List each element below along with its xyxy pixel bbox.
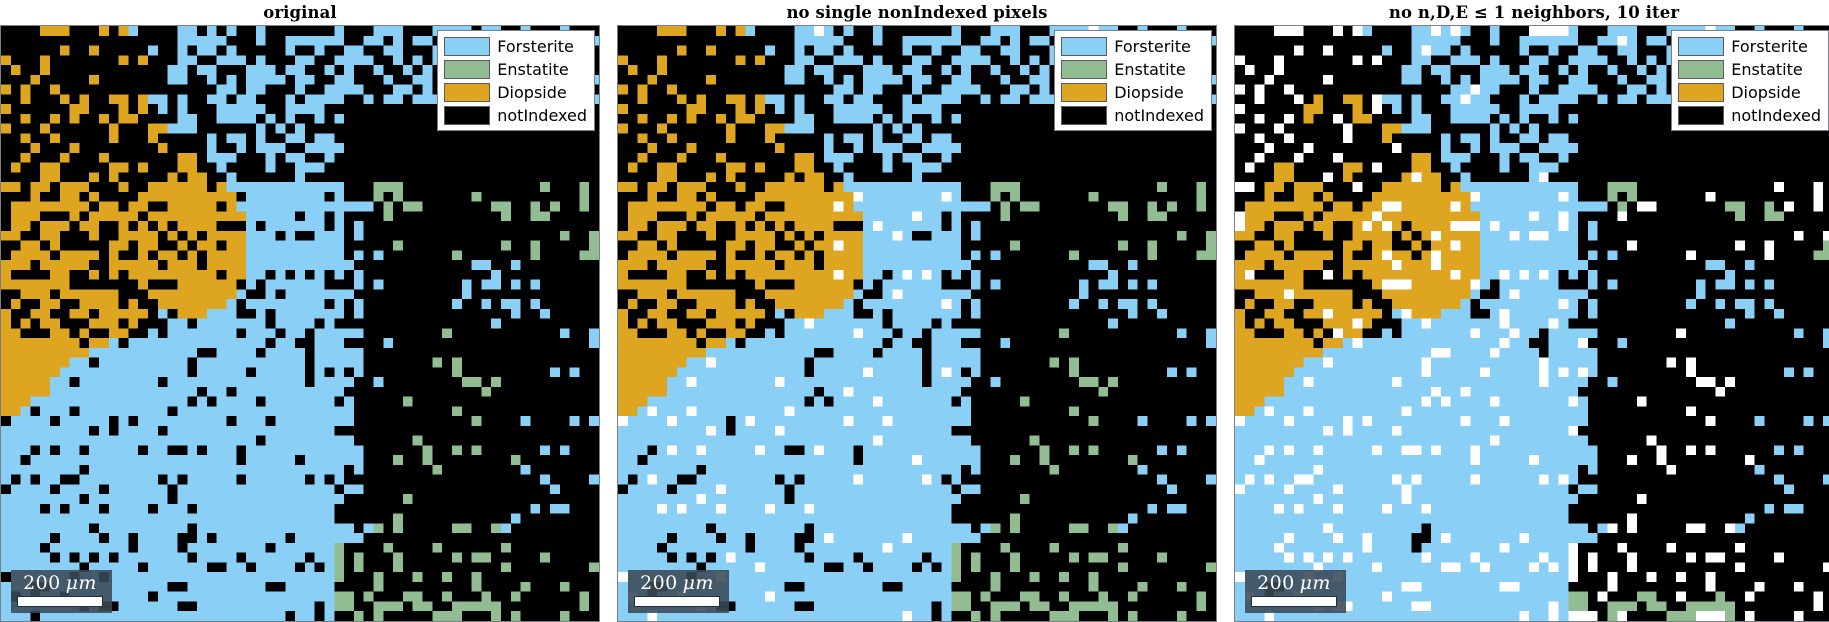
scalebar-unit-2: μm <box>682 572 714 594</box>
phase-map-original[interactable]: Forsterite Enstatite Diopside notIndexed… <box>0 25 600 622</box>
scalebar-panel-2: 200 μm <box>628 570 729 613</box>
legend-panel-3: Forsterite Enstatite Diopside notIndexed <box>1671 30 1829 131</box>
legend-item-forsterite: Forsterite <box>1061 36 1204 56</box>
legend-swatch-enstatite <box>1678 59 1725 79</box>
legend-label-forsterite: Forsterite <box>1731 36 1808 56</box>
scalebar-value-3: 200 <box>1257 572 1295 594</box>
legend-item-forsterite: Forsterite <box>1678 36 1821 56</box>
legend-item-notindexed: notIndexed <box>444 105 587 125</box>
legend-swatch-notindexed <box>444 105 491 125</box>
scalebar-unit-1: μm <box>65 572 97 594</box>
legend-swatch-enstatite <box>1061 59 1108 79</box>
phase-map-no-single-nonindexed[interactable]: Forsterite Enstatite Diopside notIndexed… <box>617 25 1217 622</box>
scalebar-bar-1 <box>17 596 103 607</box>
legend-swatch-forsterite <box>444 36 491 56</box>
legend-item-enstatite: Enstatite <box>444 59 587 79</box>
legend-item-enstatite: Enstatite <box>1678 59 1821 79</box>
legend-label-enstatite: Enstatite <box>1731 59 1803 79</box>
legend-item-forsterite: Forsterite <box>444 36 587 56</box>
scalebar-bar-2 <box>634 596 720 607</box>
legend-item-diopside: Diopside <box>1678 82 1821 102</box>
scalebar-panel-1: 200 μm <box>11 570 112 613</box>
legend-label-diopside: Diopside <box>497 82 567 102</box>
panel-no-neighbors-10-iter: no n,D,E ≤ 1 neighbors, 10 iter Forsteri… <box>1234 0 1829 622</box>
legend-label-forsterite: Forsterite <box>497 36 574 56</box>
legend-panel-1: Forsterite Enstatite Diopside notIndexed <box>437 30 595 131</box>
legend-item-diopside: Diopside <box>1061 82 1204 102</box>
legend-swatch-diopside <box>444 82 491 102</box>
scalebar-label-1: 200 μm <box>23 573 97 593</box>
scalebar-panel-3: 200 μm <box>1245 570 1346 613</box>
legend-item-notindexed: notIndexed <box>1061 105 1204 125</box>
legend-item-enstatite: Enstatite <box>1061 59 1204 79</box>
legend-swatch-forsterite <box>1061 36 1108 56</box>
legend-swatch-forsterite <box>1678 36 1725 56</box>
legend-swatch-notindexed <box>1678 105 1725 125</box>
panel-no-single-nonindexed: no single nonIndexed pixels Forsterite E… <box>617 0 1217 622</box>
legend-label-notindexed: notIndexed <box>497 105 587 125</box>
scalebar-bar-3 <box>1251 596 1337 607</box>
phase-map-no-neighbors[interactable]: Forsterite Enstatite Diopside notIndexed… <box>1234 25 1829 622</box>
legend-label-diopside: Diopside <box>1731 82 1801 102</box>
legend-item-notindexed: notIndexed <box>1678 105 1821 125</box>
scalebar-label-3: 200 μm <box>1257 573 1331 593</box>
legend-label-diopside: Diopside <box>1114 82 1184 102</box>
legend-label-enstatite: Enstatite <box>1114 59 1186 79</box>
panel-title-3: no n,D,E ≤ 1 neighbors, 10 iter <box>1388 3 1680 22</box>
scalebar-unit-3: μm <box>1299 572 1331 594</box>
scalebar-value-2: 200 <box>640 572 678 594</box>
panel-title-1: original <box>263 3 337 22</box>
legend-swatch-notindexed <box>1061 105 1108 125</box>
legend-swatch-enstatite <box>444 59 491 79</box>
legend-label-notindexed: notIndexed <box>1731 105 1821 125</box>
legend-label-enstatite: Enstatite <box>497 59 569 79</box>
legend-swatch-diopside <box>1678 82 1725 102</box>
panel-original: original Forsterite Enstatite Diopside <box>0 0 600 622</box>
legend-panel-2: Forsterite Enstatite Diopside notIndexed <box>1054 30 1212 131</box>
scalebar-label-2: 200 μm <box>640 573 714 593</box>
legend-swatch-diopside <box>1061 82 1108 102</box>
legend-label-forsterite: Forsterite <box>1114 36 1191 56</box>
legend-label-notindexed: notIndexed <box>1114 105 1204 125</box>
scalebar-value-1: 200 <box>23 572 61 594</box>
legend-item-diopside: Diopside <box>444 82 587 102</box>
panel-title-2: no single nonIndexed pixels <box>786 3 1048 22</box>
